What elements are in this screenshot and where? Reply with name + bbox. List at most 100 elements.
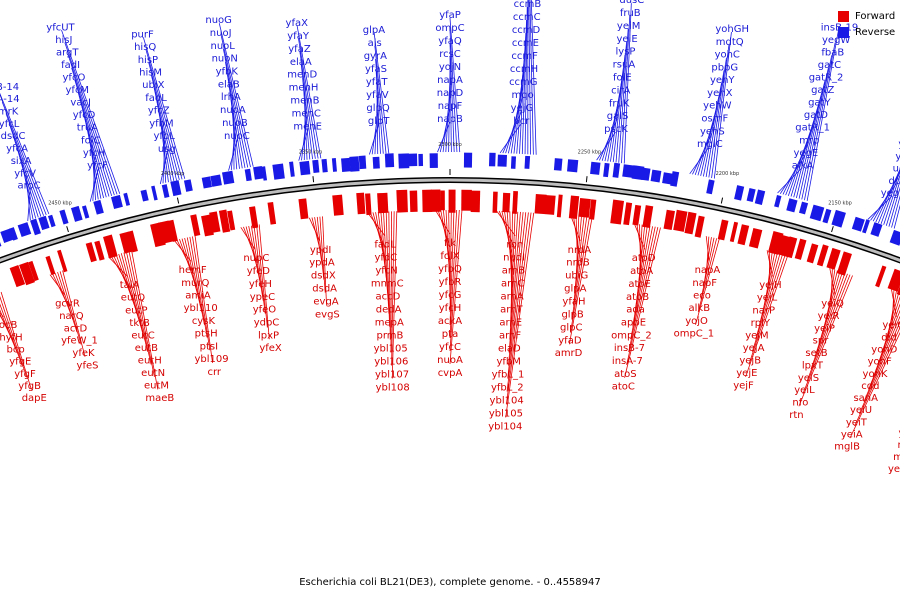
- reverse-gene-block: [774, 194, 782, 208]
- reverse-gene-connector: [888, 186, 900, 227]
- reverse-gene-label: yfcF: [87, 160, 108, 171]
- reverse-gene-block: [831, 209, 846, 228]
- reverse-gene-connector: [5, 114, 44, 216]
- reverse-gene-label: nuoG: [205, 15, 232, 26]
- forward-gene-connector: [626, 227, 659, 365]
- forward-gene-label: yfbL_1: [492, 370, 525, 381]
- reverse-gene-label: ccmG: [509, 77, 538, 88]
- forward-gene-connector: [118, 253, 142, 327]
- forward-gene-connector: [814, 272, 843, 357]
- reverse-gene-block: [612, 162, 621, 178]
- forward-gene-connector: [697, 238, 718, 313]
- forward-gene-connector: [128, 251, 155, 377]
- strand-legend: Forward Reverse: [838, 8, 895, 40]
- forward-gene-label: yejA: [743, 343, 765, 354]
- forward-gene-label: yejB: [739, 356, 761, 367]
- forward-gene-connector: [0, 312, 4, 318]
- forward-gene-label: hemF: [179, 265, 207, 276]
- reverse-gene-label: nuoL: [211, 41, 236, 52]
- reverse-gene-label: folE: [613, 73, 632, 84]
- reverse-gene-connector: [499, 123, 522, 154]
- forward-gene-connector: [62, 270, 86, 357]
- forward-gene-connector: [507, 212, 527, 379]
- reverse-gene-connector: [67, 55, 115, 196]
- forward-gene-label: yfbL_2: [491, 383, 524, 394]
- forward-gene-label: accD: [376, 292, 401, 303]
- forward-gene-label: molR: [893, 452, 900, 463]
- reverse-gene-label: dcd: [889, 176, 900, 187]
- reverse-gene-block: [140, 189, 149, 202]
- reverse-gene-label: glpQ: [366, 103, 389, 114]
- forward-gene-label: gcvR: [55, 299, 80, 310]
- forward-gene-block: [568, 195, 580, 219]
- forward-gene-label: yehE_1: [898, 428, 900, 439]
- forward-gene-connector: [508, 211, 521, 353]
- forward-gene-label: yejE: [736, 368, 757, 379]
- forward-gene-block: [470, 190, 481, 213]
- forward-gene-label: yfeH: [249, 279, 272, 290]
- reverse-gene-label: glpA: [363, 25, 385, 36]
- reverse-gene-connector: [1, 101, 47, 216]
- forward-gene-label: ybl109: [194, 354, 228, 365]
- reverse-gene-label: menE: [293, 121, 322, 132]
- forward-gene-block: [694, 215, 705, 238]
- forward-gene-block: [492, 191, 498, 213]
- forward-gene-label: ydpC: [254, 317, 280, 328]
- forward-gene-label: murQ: [181, 278, 209, 289]
- forward-gene-label: ada: [626, 305, 645, 316]
- forward-gene-label: yfcH: [439, 303, 461, 314]
- reverse-gene-label: rsuA: [613, 60, 636, 71]
- reverse-gene-connector: [74, 80, 110, 197]
- reverse-gene-block: [253, 165, 264, 180]
- reverse-gene-connector: [883, 174, 900, 225]
- reverse-gene-block: [358, 155, 367, 170]
- legend-forward: Forward: [838, 8, 895, 24]
- forward-gene-label: maeB: [145, 393, 174, 404]
- reverse-gene-connector: [373, 32, 390, 154]
- forward-gene-connector: [449, 209, 458, 339]
- reverse-gene-block: [862, 219, 870, 234]
- reverse-gene-connector: [449, 43, 455, 153]
- forward-gene-connector: [314, 217, 323, 267]
- reverse-gene-label: yegW: [822, 35, 850, 46]
- reverse-gene-connector: [77, 92, 107, 198]
- forward-gene-label: rplY: [751, 318, 771, 329]
- forward-gene-label: yeiR: [818, 311, 840, 322]
- forward-gene-label: yeiS: [798, 373, 819, 384]
- reverse-gene-label: yehX: [707, 88, 732, 99]
- reverse-gene-block: [151, 185, 158, 201]
- reverse-gene-connector: [374, 45, 387, 154]
- reverse-gene-label: yegR: [881, 188, 900, 199]
- forward-gene-label: folX: [440, 251, 459, 262]
- forward-gene-label: pta: [442, 329, 458, 340]
- forward-gene-connector: [184, 237, 203, 313]
- reverse-gene-block: [59, 209, 69, 225]
- reverse-gene-block: [754, 189, 766, 205]
- forward-gene-block: [729, 221, 739, 243]
- reverse-gene-connector: [867, 195, 893, 220]
- reverse-gene-label: sixA: [11, 156, 32, 167]
- reverse-gene-label: folC: [81, 135, 100, 146]
- legend-reverse-label: Reverse: [855, 26, 896, 38]
- forward-gene-label: yejF: [733, 381, 754, 392]
- forward-gene-label: ompC_1: [674, 329, 715, 340]
- forward-gene-label: dapE: [22, 393, 47, 404]
- reverse-gene-connector: [13, 138, 39, 218]
- forward-gene-label: ptsH: [195, 329, 218, 340]
- forward-gene-label: lpxT: [802, 360, 824, 371]
- reverse-gene-label: lysP: [616, 47, 636, 58]
- reverse-gene-connector: [226, 74, 243, 169]
- forward-gene-label: yeiQ: [821, 299, 844, 310]
- reverse-gene-connector: [298, 38, 319, 159]
- kbp-tick-label: 2300 kbp: [438, 142, 462, 148]
- forward-gene-label: glpC: [560, 322, 582, 333]
- forward-gene-label: ypdI: [310, 245, 332, 256]
- forward-gene-connector: [505, 212, 535, 418]
- reverse-gene-connector: [151, 75, 178, 181]
- kbp-tick-label: 2150 kbp: [828, 200, 852, 206]
- forward-gene-label: yfeO: [253, 305, 277, 316]
- forward-gene-connector: [0, 295, 28, 378]
- reverse-gene-label: ais: [368, 38, 382, 49]
- forward-gene-label: yfgE: [9, 357, 31, 368]
- forward-gene-block: [784, 236, 798, 259]
